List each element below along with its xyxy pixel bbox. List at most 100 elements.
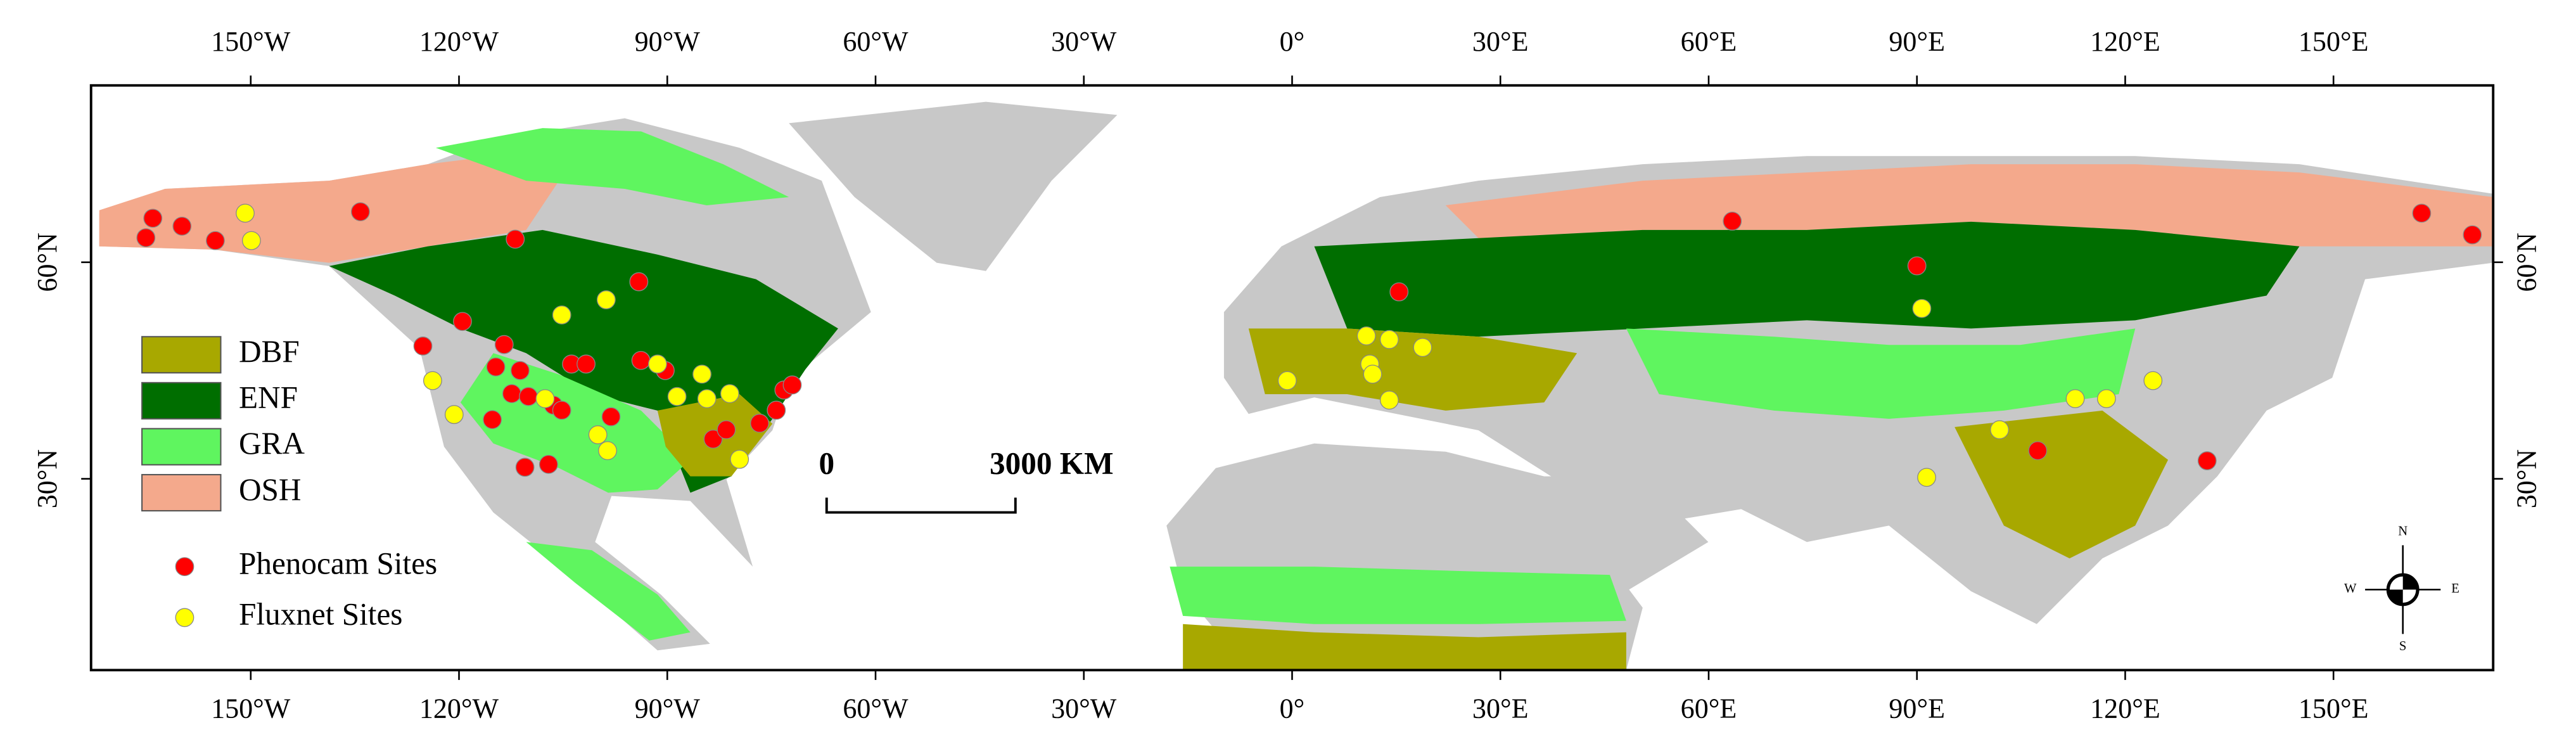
site-point <box>1907 256 1927 276</box>
scale-end: 3000 KM <box>990 446 1114 480</box>
site-point <box>519 387 538 406</box>
site-point <box>2197 451 2217 470</box>
legend-label: GRA <box>239 426 305 461</box>
site-points <box>136 202 2482 487</box>
lon-label-top: 90°E <box>1889 26 1945 57</box>
lat-label-right: 60°N <box>2511 233 2542 292</box>
site-point <box>2463 225 2482 245</box>
lon-label-bottom: 60°W <box>843 693 909 724</box>
site-point <box>692 364 711 384</box>
compass-s: S <box>2399 639 2407 653</box>
compass: N S W E <box>2344 524 2459 653</box>
scale-bar: 0 3000 KM <box>819 446 1114 514</box>
lon-label-top: 0° <box>1280 26 1305 57</box>
site-point <box>172 216 192 236</box>
lon-label-bottom: 90°E <box>1889 693 1945 724</box>
site-point <box>1356 326 1376 345</box>
site-point <box>767 401 786 420</box>
lon-label-top: 90°W <box>635 26 701 57</box>
site-point <box>413 337 433 356</box>
osh-area <box>1445 164 2494 247</box>
site-point <box>511 361 530 380</box>
central-america <box>526 542 691 641</box>
site-point <box>241 231 261 250</box>
site-point <box>2143 371 2163 390</box>
lon-label-top: 150°W <box>211 26 291 57</box>
site-point <box>648 354 667 374</box>
lon-label-top: 60°W <box>843 26 909 57</box>
site-point <box>444 405 464 425</box>
site-point <box>506 229 525 249</box>
compass-quadrants <box>2388 575 2418 605</box>
lon-label-bottom: 0° <box>1280 693 1305 724</box>
lon-label-top: 30°W <box>1051 26 1117 57</box>
site-point <box>782 375 802 395</box>
site-point <box>143 208 163 228</box>
site-point <box>598 441 617 461</box>
gra-area <box>1626 328 2136 419</box>
site-point <box>1277 371 1297 390</box>
legend-swatch <box>141 473 222 512</box>
dbf-area <box>1954 410 2169 559</box>
site-point <box>453 312 472 331</box>
legend: DBF ENF GRA OSH Phenocam Sites Fluxnet Sites <box>141 334 437 632</box>
site-point <box>494 335 514 354</box>
lon-label-top: 150°E <box>2299 26 2369 57</box>
site-point <box>2028 441 2048 461</box>
graticule-ticks: 150°W 150°W 120°W 120°W 90°W 90°W 60°W 60°W 30°W… <box>32 26 2542 724</box>
site-point <box>588 425 608 444</box>
site-point <box>1389 282 1409 302</box>
site-point <box>486 357 506 376</box>
site-point <box>1917 468 1936 487</box>
site-point <box>596 290 616 309</box>
site-point <box>730 449 749 469</box>
lon-label-bottom: 120°W <box>419 693 499 724</box>
lon-label-bottom: 30°W <box>1051 693 1117 724</box>
lon-label-bottom: 90°W <box>635 693 701 724</box>
site-point <box>515 458 535 477</box>
site-point <box>423 371 442 390</box>
site-point <box>1379 330 1399 349</box>
site-point <box>629 272 649 292</box>
site-point <box>2065 389 2085 409</box>
lat-label-left: 30°N <box>32 449 63 508</box>
site-point <box>697 389 717 409</box>
site-point <box>1363 364 1382 384</box>
site-point <box>703 429 723 449</box>
site-point <box>1723 211 1742 231</box>
site-point <box>535 389 555 409</box>
lon-label-bottom: 30°E <box>1472 693 1529 724</box>
legend-label: Phenocam Sites <box>239 546 437 580</box>
site-point <box>601 407 621 427</box>
lon-label-top: 60°E <box>1681 26 1737 57</box>
lon-label-top: 120°W <box>419 26 499 57</box>
site-point <box>720 384 739 404</box>
site-point <box>350 202 370 221</box>
site-point <box>539 454 558 474</box>
scale-line <box>825 497 1017 514</box>
site-point <box>502 384 521 404</box>
site-point <box>577 354 596 374</box>
site-point <box>205 231 225 250</box>
arctic-gra <box>435 128 789 205</box>
lon-label-bottom: 150°E <box>2299 693 2369 724</box>
lon-label-bottom: 120°E <box>2090 693 2160 724</box>
legend-swatch <box>141 382 222 420</box>
site-point <box>631 350 651 370</box>
legend-swatch <box>141 428 222 466</box>
dbf-area <box>1248 328 1578 411</box>
land-layer <box>99 101 2494 670</box>
lat-label-left: 60°N <box>32 233 63 292</box>
site-point <box>750 413 769 433</box>
compass-w: W <box>2344 582 2357 596</box>
sahel-gra <box>1170 567 1626 624</box>
site-point <box>483 410 502 430</box>
site-point <box>236 203 255 223</box>
site-point <box>2412 203 2432 223</box>
site-point <box>1990 420 2010 439</box>
site-point <box>1912 298 1932 318</box>
legend-label: DBF <box>239 334 300 369</box>
greenland <box>789 101 1118 271</box>
legend-marker <box>175 557 194 577</box>
